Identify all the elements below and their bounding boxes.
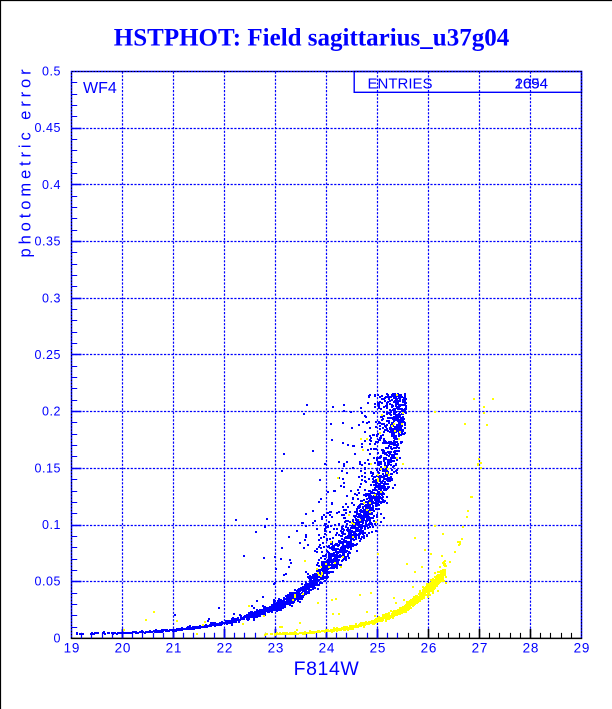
svg-text:20: 20 bbox=[115, 641, 132, 656]
svg-text:27: 27 bbox=[472, 641, 489, 656]
svg-text:0.3: 0.3 bbox=[42, 291, 61, 305]
svg-text:28: 28 bbox=[523, 641, 540, 656]
svg-text:26: 26 bbox=[421, 641, 438, 656]
svg-text:1694: 1694 bbox=[515, 76, 548, 93]
svg-text:0.1: 0.1 bbox=[42, 518, 61, 532]
svg-text:F814W: F814W bbox=[294, 658, 360, 680]
svg-text:19: 19 bbox=[64, 641, 81, 656]
svg-text:0.25: 0.25 bbox=[34, 348, 61, 362]
svg-text:25: 25 bbox=[370, 641, 387, 656]
svg-text:0.2: 0.2 bbox=[42, 405, 61, 419]
svg-text:24: 24 bbox=[319, 641, 336, 656]
svg-text:photometric error: photometric error bbox=[17, 66, 35, 258]
svg-text:0: 0 bbox=[53, 631, 61, 645]
svg-text:0.5: 0.5 bbox=[42, 65, 61, 79]
svg-text:WF4: WF4 bbox=[83, 80, 117, 97]
svg-text:2054: 2054 bbox=[515, 76, 548, 93]
svg-text:0.4: 0.4 bbox=[42, 178, 61, 192]
svg-text:0.05: 0.05 bbox=[34, 575, 61, 589]
svg-text:22: 22 bbox=[217, 641, 234, 656]
svg-text:21: 21 bbox=[166, 641, 183, 656]
svg-text:23: 23 bbox=[268, 641, 285, 656]
svg-text:0.35: 0.35 bbox=[34, 235, 61, 249]
svg-text:29: 29 bbox=[574, 641, 591, 656]
svg-text:HSTPHOT: Field sagittarius_u37: HSTPHOT: Field sagittarius_u37g04 bbox=[114, 25, 510, 52]
svg-text:0.45: 0.45 bbox=[34, 121, 61, 135]
svg-text:ENTRIES: ENTRIES bbox=[368, 76, 433, 93]
svg-text:0.15: 0.15 bbox=[34, 461, 61, 475]
